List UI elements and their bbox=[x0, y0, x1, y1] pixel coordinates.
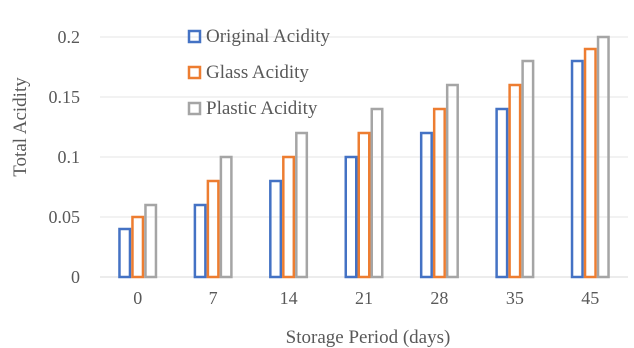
legend-swatch bbox=[187, 29, 202, 44]
bar-plastic-acidity bbox=[445, 83, 459, 279]
bar-plastic-acidity bbox=[521, 59, 535, 279]
x-tick-label: 0 bbox=[133, 288, 142, 308]
x-tick-label: 7 bbox=[209, 288, 218, 308]
bar-original-acidity bbox=[193, 203, 207, 279]
y-tick-label: 0.15 bbox=[49, 87, 81, 107]
bar-plastic-acidity bbox=[596, 35, 610, 279]
bar-original-acidity bbox=[570, 59, 584, 279]
bar-original-acidity bbox=[269, 179, 283, 279]
bar-original-acidity bbox=[344, 155, 358, 279]
legend-swatch bbox=[187, 65, 202, 80]
x-tick-label: 14 bbox=[280, 288, 298, 308]
x-tick-labels: 0 7 14 21 28 35 45 bbox=[133, 288, 599, 308]
y-tick-label: 0.2 bbox=[58, 27, 81, 47]
bar-glass-acidity bbox=[432, 107, 446, 279]
bar-original-acidity bbox=[419, 131, 433, 279]
y-tick-label: 0 bbox=[71, 267, 80, 287]
legend-label: Glass Acidity bbox=[206, 62, 309, 83]
y-tick-label: 0.1 bbox=[58, 147, 81, 167]
x-axis-title: Storage Period (days) bbox=[286, 327, 451, 348]
bars-layer bbox=[118, 35, 610, 279]
y-tick-labels: 0 0.05 0.1 0.15 0.2 bbox=[49, 27, 81, 287]
bar-plastic-acidity bbox=[295, 131, 309, 279]
x-tick-label: 45 bbox=[581, 288, 599, 308]
bar-glass-acidity bbox=[583, 47, 597, 279]
x-tick-label: 28 bbox=[430, 288, 448, 308]
bar-plastic-acidity bbox=[370, 107, 384, 279]
bar-glass-acidity bbox=[131, 215, 145, 279]
bar-glass-acidity bbox=[206, 179, 220, 279]
x-tick-label: 21 bbox=[355, 288, 373, 308]
y-tick-label: 0.05 bbox=[49, 207, 81, 227]
x-tick-label: 35 bbox=[506, 288, 524, 308]
bar-glass-acidity bbox=[357, 131, 371, 279]
legend: Original Acidity Glass Acidity Plastic Aci… bbox=[187, 26, 331, 119]
legend-label: Original Acidity bbox=[206, 26, 331, 47]
legend-swatch bbox=[187, 101, 202, 116]
grid-lines bbox=[100, 36, 628, 278]
y-axis-title: Total Acidity bbox=[10, 77, 31, 177]
legend-label: Plastic Acidity bbox=[206, 98, 318, 119]
bar-plastic-acidity bbox=[144, 203, 158, 279]
bar-glass-acidity bbox=[508, 83, 522, 279]
bar-plastic-acidity bbox=[219, 155, 233, 279]
bar-glass-acidity bbox=[282, 155, 296, 279]
bar-original-acidity bbox=[495, 107, 509, 279]
bar-original-acidity bbox=[118, 227, 132, 279]
